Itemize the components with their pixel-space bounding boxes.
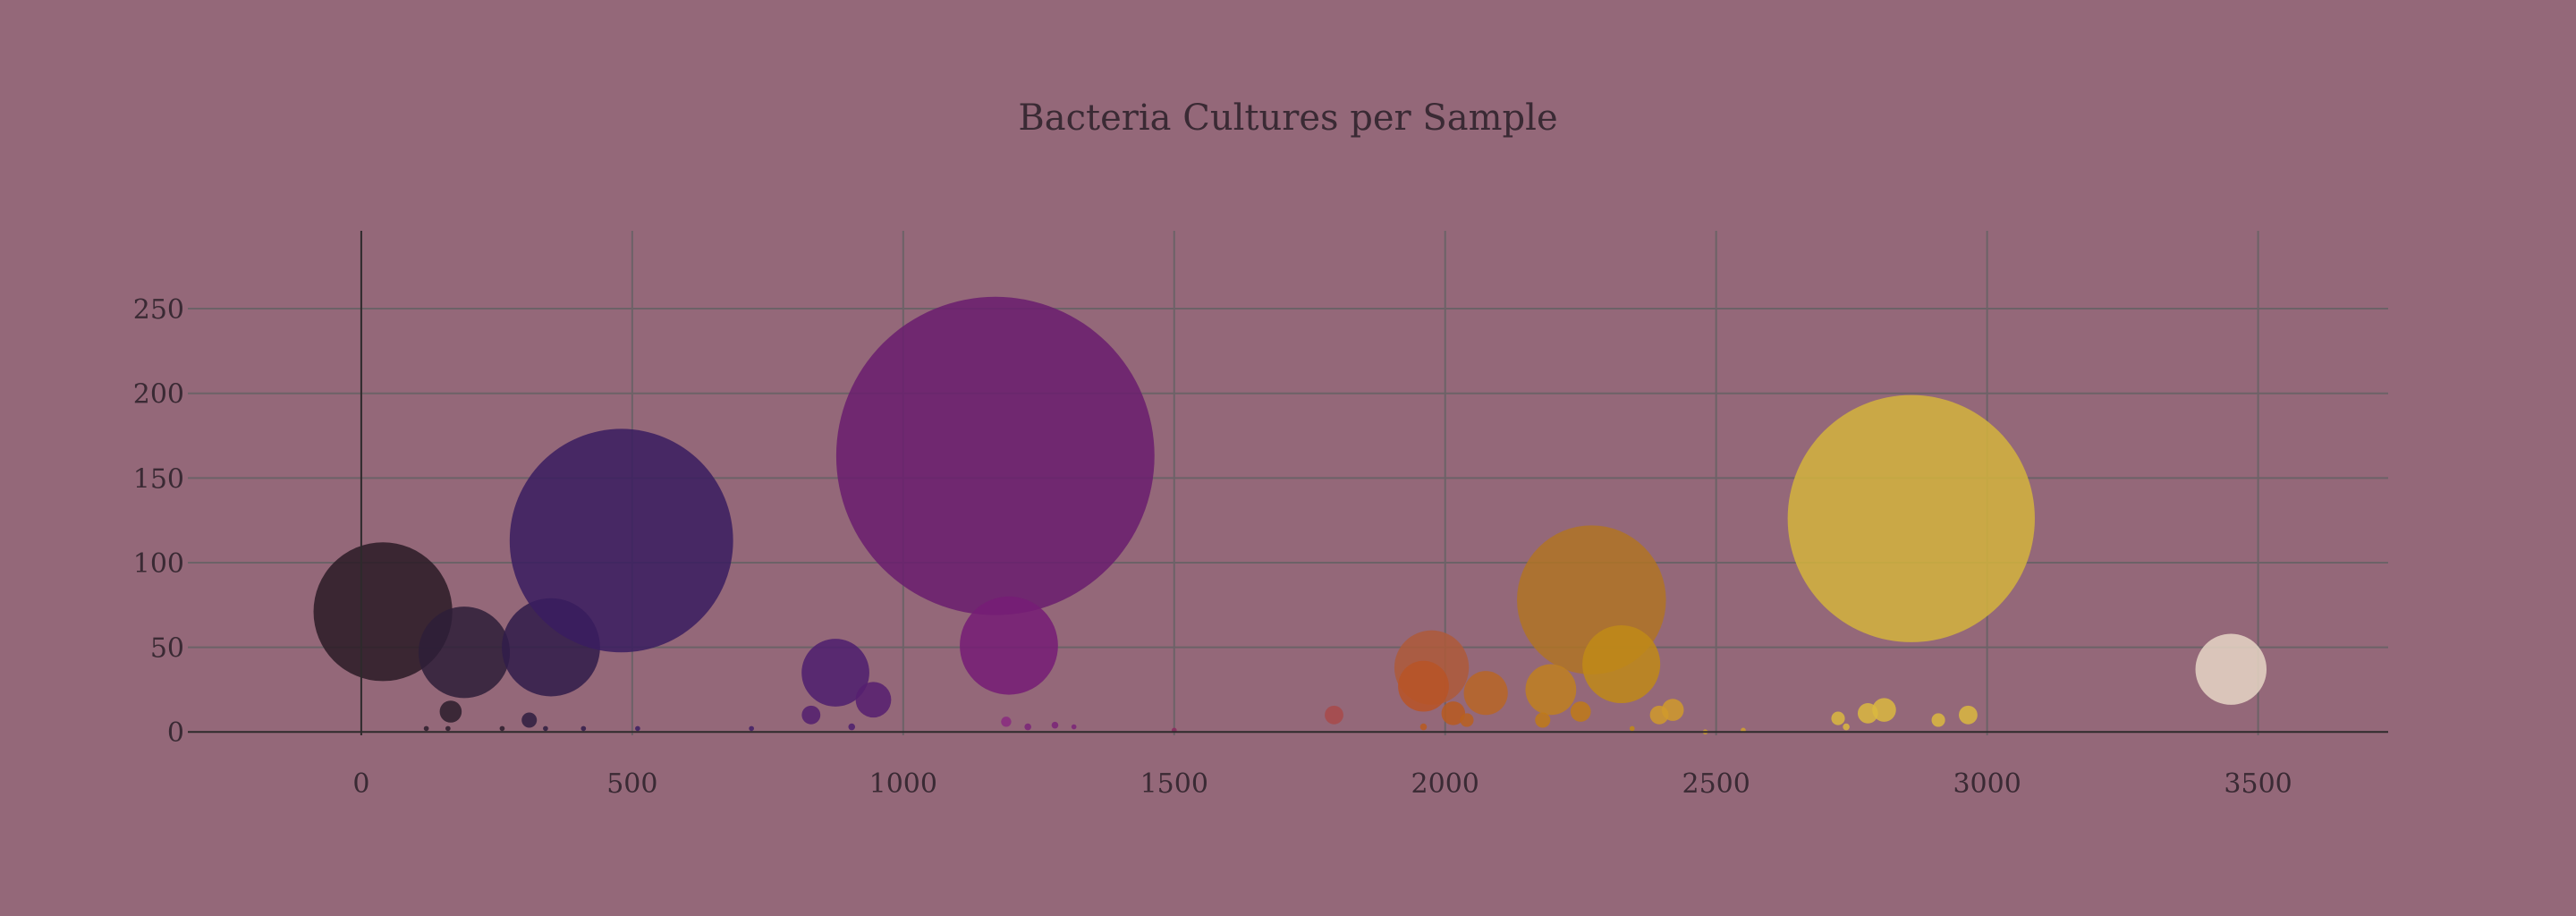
bubble-point xyxy=(1872,698,1896,722)
y-tick-label: 250 xyxy=(133,294,184,326)
bubble-point xyxy=(635,725,640,732)
bubble-point xyxy=(499,725,505,732)
chart-title: Bacteria Cultures per Sample xyxy=(1018,98,1557,139)
bubble-point xyxy=(848,723,856,731)
bubble-point xyxy=(313,542,453,682)
bubble-point xyxy=(418,606,511,699)
bubble-point xyxy=(1570,701,1591,722)
bubble-point xyxy=(543,725,548,732)
bubble-point xyxy=(1001,717,1012,727)
bubble-point xyxy=(1931,713,1945,727)
bubble-point xyxy=(801,705,821,725)
bubble-point xyxy=(1629,725,1635,732)
bubble-point xyxy=(445,725,451,732)
x-tick-label: 2000 xyxy=(1411,768,1479,800)
bubble-point xyxy=(521,712,538,728)
bubble-point xyxy=(1649,705,1669,725)
bubble-point xyxy=(960,596,1058,695)
zero-lines xyxy=(188,231,2388,735)
y-tick-labels: 0 50 100 150 200 250 xyxy=(133,294,184,749)
bubble-point xyxy=(1051,721,1059,729)
x-tick-label: 500 xyxy=(606,768,657,800)
bubble-point xyxy=(1325,705,1343,725)
bubble-point xyxy=(835,296,1155,615)
x-tick-label: 0 xyxy=(352,768,369,800)
bubble-point xyxy=(580,725,587,732)
bubble-point xyxy=(1441,701,1466,725)
x-tick-label: 3000 xyxy=(1953,768,2021,800)
bubble-point xyxy=(801,639,869,707)
y-tick-label: 0 xyxy=(167,717,184,749)
bubble-point xyxy=(1959,705,1978,725)
bubble-point xyxy=(855,682,892,718)
data-points xyxy=(313,296,2267,735)
bubble-point xyxy=(2195,633,2267,705)
bubble-point xyxy=(1024,723,1031,731)
bubble-point xyxy=(749,725,754,732)
bubble-point xyxy=(423,725,429,732)
bubble-point xyxy=(1535,712,1551,728)
y-tick-label: 150 xyxy=(133,463,184,495)
y-tick-label: 200 xyxy=(133,379,184,411)
bubble-point xyxy=(1071,724,1077,730)
bubble-point xyxy=(1525,664,1577,716)
bubble-point xyxy=(1857,703,1878,724)
x-tick-labels: 0 500 1000 1500 2000 2500 3000 3500 xyxy=(352,768,2292,800)
x-tick-label: 1000 xyxy=(869,768,937,800)
bubble-point xyxy=(1843,723,1850,731)
y-tick-label: 100 xyxy=(133,548,184,580)
bubble-point xyxy=(1582,624,1661,704)
bubble-point xyxy=(1463,671,1508,716)
bubble-point xyxy=(439,700,462,723)
bubble-point xyxy=(1460,713,1474,727)
bubble-point xyxy=(1787,394,2035,642)
x-tick-label: 3500 xyxy=(2224,768,2292,800)
y-tick-label: 50 xyxy=(150,633,184,665)
x-tick-label: 2500 xyxy=(1682,768,1750,800)
bubble-point xyxy=(1398,660,1449,712)
bubble-point xyxy=(509,428,733,653)
x-tick-label: 1500 xyxy=(1140,768,1208,800)
bubble-point xyxy=(1419,723,1428,731)
bubble-point xyxy=(1831,711,1845,725)
